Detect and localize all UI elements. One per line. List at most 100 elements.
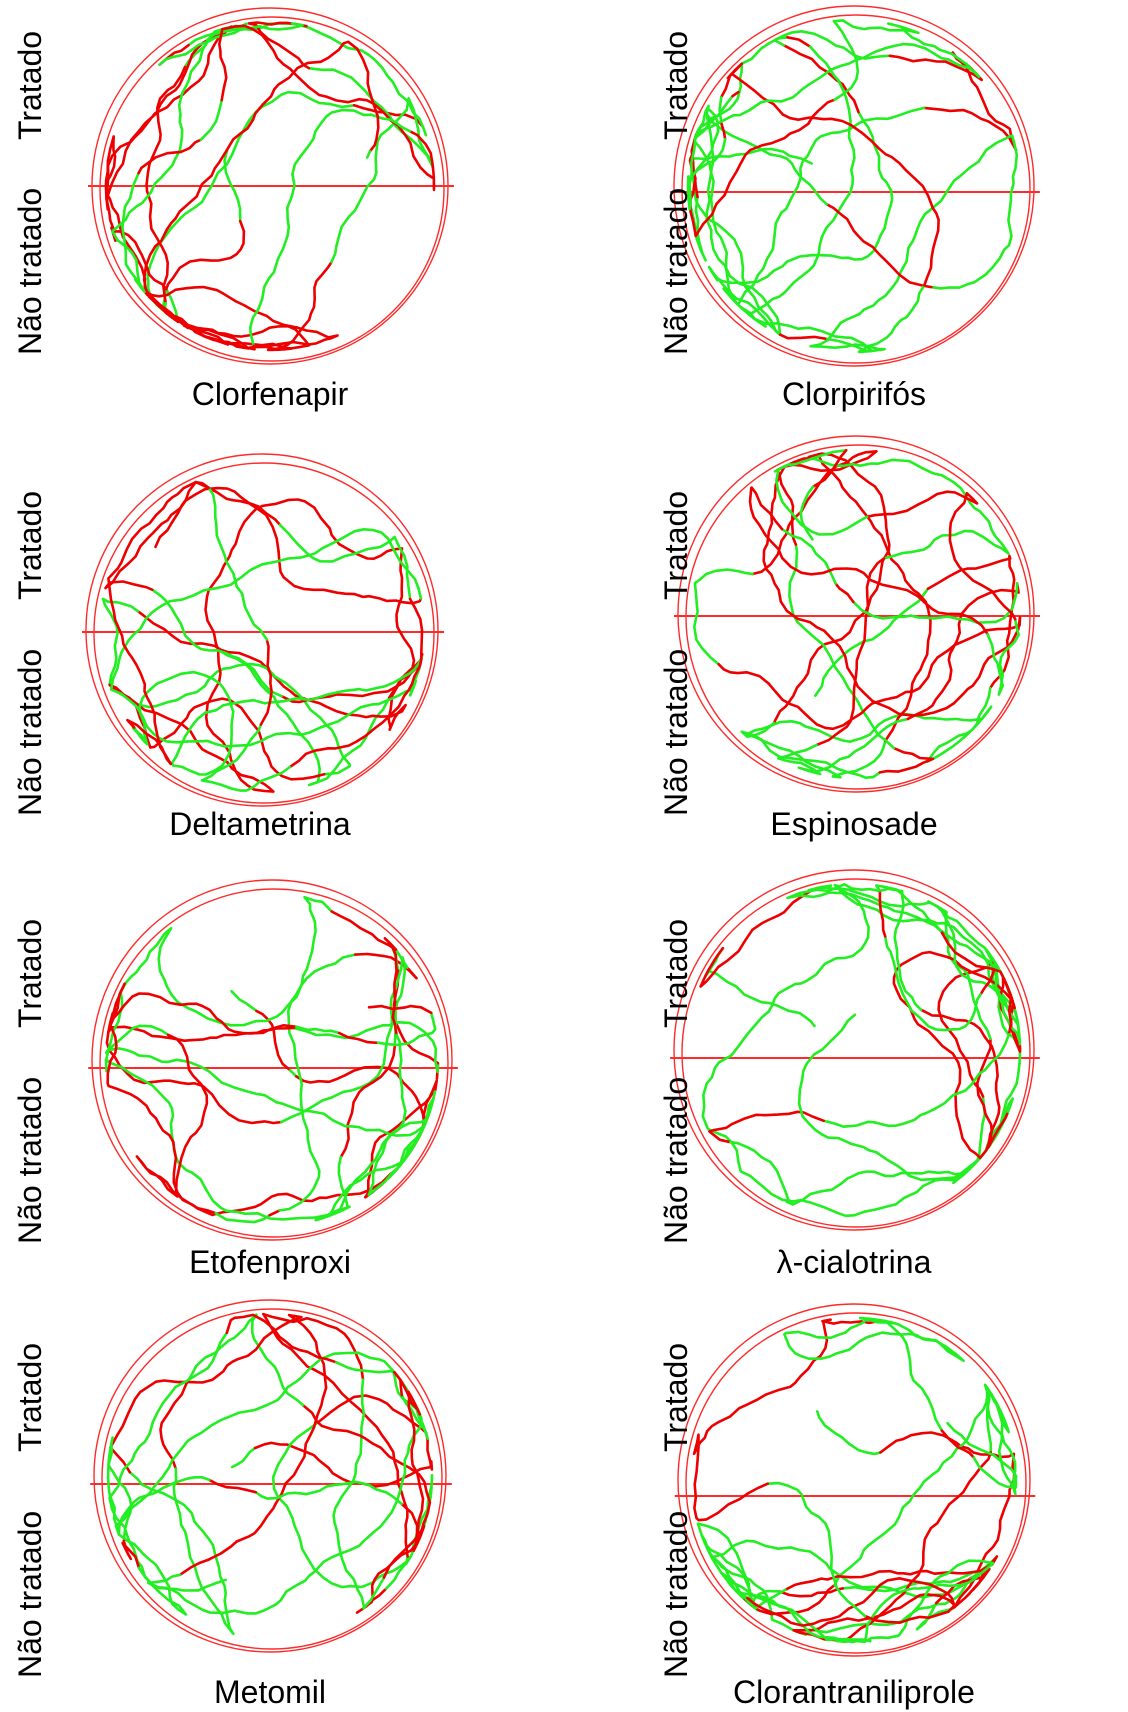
track-segment bbox=[747, 136, 856, 326]
track-segment bbox=[279, 1062, 386, 1124]
track-segment bbox=[164, 229, 246, 293]
track-segment bbox=[775, 322, 853, 340]
movement-tracks bbox=[101, 480, 424, 793]
panel-lambda-cialotrina: Tratado Não tratado λ-cialotrina bbox=[564, 856, 1128, 1284]
track-segment bbox=[881, 885, 944, 934]
track-segment bbox=[934, 1418, 944, 1432]
label-untreated: Não tratado bbox=[12, 1076, 48, 1244]
track-segment bbox=[288, 713, 393, 769]
track-segment bbox=[199, 98, 223, 141]
movement-tracks bbox=[104, 895, 440, 1224]
track-segment bbox=[254, 1480, 403, 1506]
track-segment bbox=[809, 134, 1019, 353]
panel-espinosade: Tratado Não tratado Espinosade bbox=[564, 428, 1128, 856]
track-segment bbox=[772, 603, 870, 725]
arena-inner-circle bbox=[685, 1312, 1027, 1654]
panel-clorfenapir: Tratado Não tratado Clorfenapir bbox=[0, 0, 564, 428]
track-segment bbox=[751, 449, 878, 576]
track-segment bbox=[1004, 1001, 1022, 1046]
track-segment bbox=[394, 1011, 437, 1047]
track-segment bbox=[729, 1140, 887, 1206]
arena-inner-circle bbox=[681, 14, 1031, 364]
track-segment bbox=[277, 550, 423, 605]
track-segment bbox=[879, 1431, 1016, 1609]
track-segment bbox=[225, 1313, 338, 1364]
track-segment bbox=[278, 260, 333, 350]
track-segment bbox=[746, 1576, 956, 1627]
track-segment bbox=[145, 65, 187, 305]
track-segment bbox=[288, 1069, 298, 1078]
panel-clorantraniliprole: Tratado Não tratado Clorantraniliprole bbox=[564, 1284, 1128, 1712]
track-segment bbox=[812, 891, 1022, 1065]
track-segment bbox=[408, 129, 419, 137]
track-segment bbox=[207, 486, 269, 641]
track-segment bbox=[883, 728, 894, 743]
track-segment bbox=[699, 885, 825, 988]
track-segment bbox=[214, 1211, 272, 1224]
track-segment bbox=[761, 315, 782, 336]
track-segment bbox=[778, 333, 829, 341]
track-segment bbox=[114, 1351, 360, 1616]
track-segment bbox=[280, 670, 414, 704]
arena-deltametrina bbox=[82, 453, 444, 807]
track-segment bbox=[860, 131, 940, 232]
track-segment bbox=[773, 29, 892, 60]
track-segment bbox=[314, 1214, 331, 1222]
track-segment bbox=[288, 1421, 319, 1446]
track-segment bbox=[851, 600, 897, 620]
track-segment bbox=[405, 97, 420, 132]
arena-outer-circle bbox=[673, 5, 1035, 367]
track-segment bbox=[110, 528, 420, 744]
track-segment bbox=[172, 1467, 223, 1616]
track-segment bbox=[131, 670, 235, 776]
track-segment bbox=[268, 1209, 282, 1217]
track-segment bbox=[223, 148, 242, 223]
track-segment bbox=[883, 935, 982, 1032]
arena-outer-circle bbox=[91, 879, 453, 1241]
track-segment bbox=[235, 1426, 316, 1543]
track-segment bbox=[384, 1555, 412, 1590]
track-segment bbox=[835, 448, 848, 464]
track-segment bbox=[807, 882, 923, 1011]
track-segment bbox=[873, 1068, 987, 1128]
track-segment bbox=[937, 957, 996, 1098]
track-segment bbox=[731, 90, 740, 98]
arena-inner-circle bbox=[101, 1308, 443, 1650]
track-segment bbox=[101, 597, 140, 648]
track-segment bbox=[146, 90, 356, 316]
track-segment bbox=[843, 1316, 938, 1421]
track-segment bbox=[161, 1492, 235, 1636]
arena-outer-circle bbox=[673, 869, 1035, 1231]
track-segment bbox=[822, 117, 864, 135]
track-segment bbox=[389, 617, 424, 716]
label-untreated: Não tratado bbox=[658, 1076, 694, 1244]
track-segment bbox=[417, 587, 423, 600]
track-segment bbox=[718, 96, 723, 125]
track-segment bbox=[738, 282, 781, 325]
track-segment bbox=[893, 614, 913, 619]
track-segment bbox=[190, 1155, 349, 1221]
track-segment bbox=[230, 1446, 257, 1469]
track-segment bbox=[137, 1566, 208, 1592]
track-segment bbox=[207, 1540, 238, 1561]
track-segment bbox=[204, 1578, 227, 1589]
track-segment bbox=[832, 74, 852, 139]
track-segment bbox=[780, 527, 837, 585]
track-segment bbox=[748, 486, 872, 582]
track-segment bbox=[797, 1013, 857, 1105]
label-untreated: Não tratado bbox=[658, 648, 694, 816]
track-segment bbox=[195, 1206, 237, 1217]
track-segment bbox=[137, 138, 203, 175]
track-segment bbox=[878, 746, 935, 774]
label-treated: Tratado bbox=[658, 1342, 694, 1452]
track-segment bbox=[922, 106, 998, 128]
track-segment bbox=[691, 122, 810, 238]
track-segment bbox=[877, 899, 1019, 1035]
label-untreated: Não tratado bbox=[658, 187, 694, 355]
track-segment bbox=[327, 1096, 435, 1218]
track-segment bbox=[693, 568, 754, 666]
track-segment bbox=[159, 1381, 188, 1470]
track-segment bbox=[801, 485, 815, 506]
arena-clorpirifos bbox=[670, 5, 1040, 367]
arena-espinosade bbox=[674, 435, 1040, 793]
